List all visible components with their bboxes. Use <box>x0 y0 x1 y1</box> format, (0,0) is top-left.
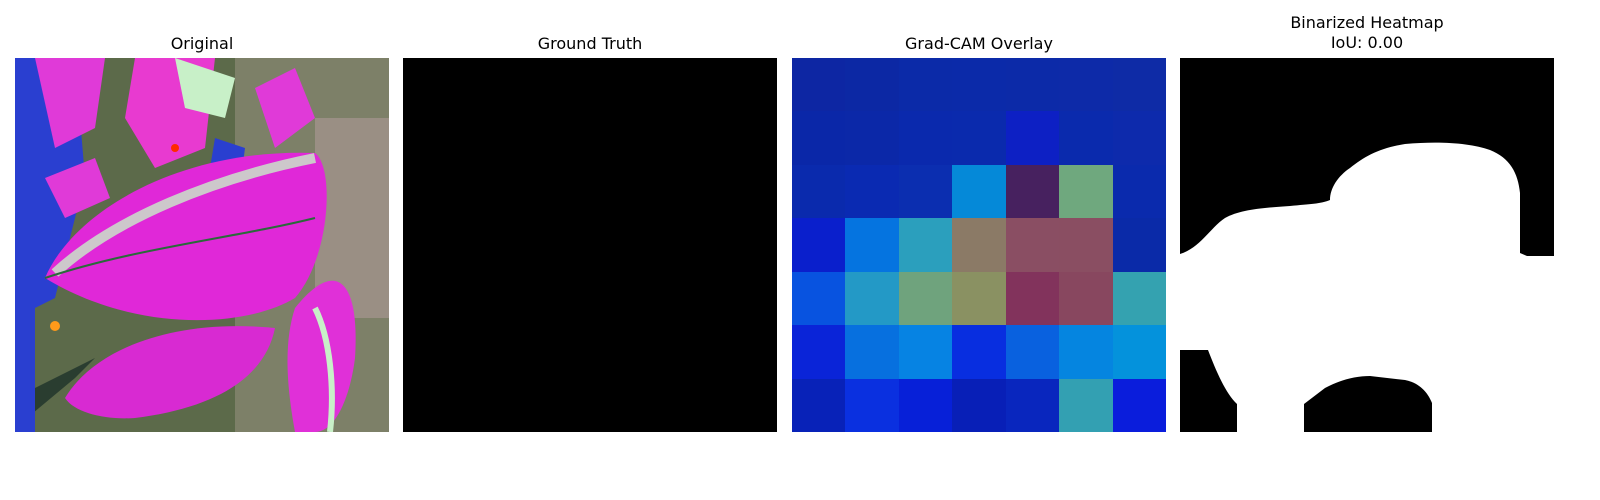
heatmap-cell <box>1005 378 1060 432</box>
ground-truth-title: Ground Truth <box>537 34 643 53</box>
heatmap-cell <box>845 218 899 272</box>
heatmap-cell <box>898 218 953 272</box>
heatmap-cell <box>898 58 953 112</box>
heatmap-cell <box>792 218 846 272</box>
heatmap-cell <box>845 58 899 112</box>
binarized-heatmap-title: Binarized Heatmap IoU: 0.00 <box>1180 13 1554 53</box>
heatmap-cell <box>1112 111 1166 165</box>
heatmap-cell <box>1112 58 1166 112</box>
heatmap-cell <box>1005 164 1060 219</box>
heatmap-cell <box>952 164 1006 219</box>
heatmap-cell <box>952 111 1006 165</box>
heatmap-cell <box>952 271 1006 326</box>
heatmap-cell <box>845 325 899 379</box>
gradcam-overlay-title: Grad-CAM Overlay <box>905 34 1053 53</box>
original-title: Original <box>170 34 234 53</box>
heatmap-cell <box>1005 58 1060 112</box>
heatmap-cell <box>1112 271 1166 326</box>
heatmap-cell <box>1059 164 1113 219</box>
heatmap-cell <box>1005 271 1060 326</box>
heatmap-cell <box>1059 325 1113 379</box>
heatmap-cell <box>1112 164 1166 219</box>
ground-truth-mask <box>403 58 777 432</box>
heatmap-cell <box>1112 218 1166 272</box>
heatmap-cell <box>1059 271 1113 326</box>
heatmap-cell <box>1059 378 1113 432</box>
heatmap-cell <box>845 111 899 165</box>
heatmap-cell <box>792 58 846 112</box>
heatmap-cell <box>952 378 1006 432</box>
heatmap-cell <box>952 58 1006 112</box>
heatmap-cell <box>1005 325 1060 379</box>
original-image <box>15 58 389 432</box>
heatmap-cell <box>845 271 899 326</box>
heatmap-cell <box>1112 378 1166 432</box>
heatmap-cell <box>792 378 846 432</box>
iou-label: IoU: 0.00 <box>1330 33 1404 52</box>
heatmap-cell <box>898 378 953 432</box>
heatmap-cell <box>952 218 1006 272</box>
heatmap-cell <box>898 325 953 379</box>
heatmap-cell <box>1005 111 1060 165</box>
heatmap-cell <box>845 378 899 432</box>
heatmap-cell <box>792 325 846 379</box>
heatmap-cell <box>898 164 953 219</box>
heatmap-cell <box>1059 218 1113 272</box>
heatmap-cell <box>1112 325 1166 379</box>
heatmap-cell <box>792 271 846 326</box>
heatmap-cell <box>792 164 846 219</box>
heatmap-cell <box>1005 218 1060 272</box>
heatmap-cell <box>845 164 899 219</box>
gradcam-overlay <box>792 58 1166 432</box>
heatmap-cell <box>792 111 846 165</box>
heatmap-cell <box>1059 58 1113 112</box>
heatmap-cell <box>1059 111 1113 165</box>
heatmap-cell <box>952 325 1006 379</box>
heatmap-cell <box>898 271 953 326</box>
binarized-heatmap <box>1180 58 1554 432</box>
heatmap-cell <box>898 111 953 165</box>
